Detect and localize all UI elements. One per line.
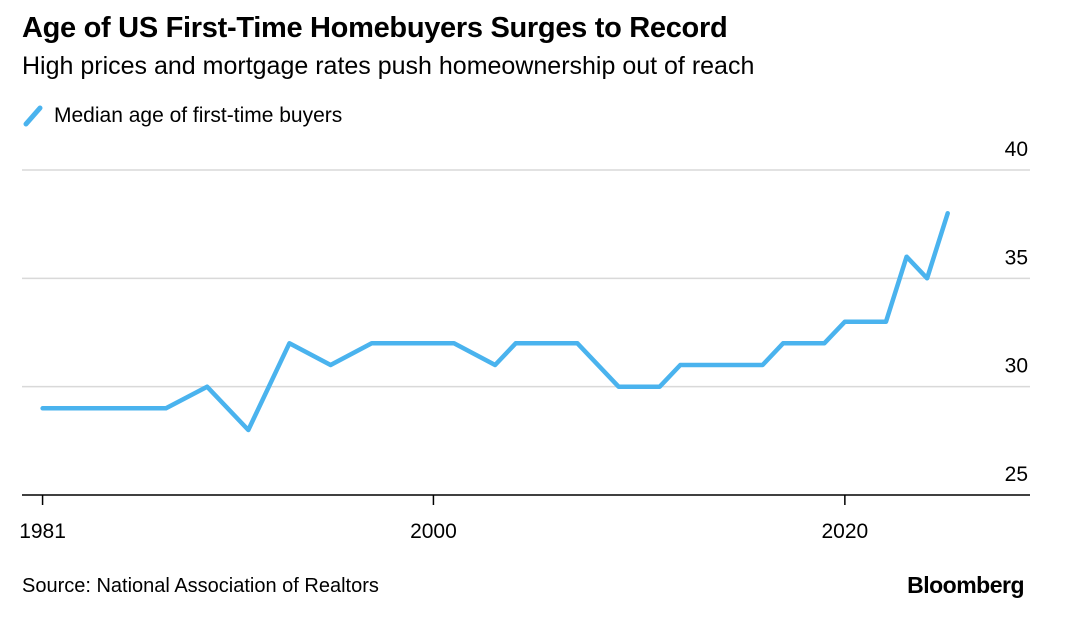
legend-label: Median age of first-time buyers [54,104,343,127]
gridlines [22,169,1030,388]
x-tick-label-2000: 2000 [410,520,457,543]
x-tick-labels: 1981 2000 2020 [19,520,868,543]
x-tick-label-2020: 2020 [821,520,868,543]
y-tick-label-25: 25 [1005,463,1028,486]
series [40,211,950,433]
legend-swatch-icon [23,105,43,127]
x-axis [22,494,1030,505]
chart-subtitle: High prices and mortgage rates push home… [22,52,755,80]
y-tick-label-40: 40 [1005,138,1028,161]
source-note: Source: National Association of Realtors [22,575,379,597]
y-tick-label-35: 35 [1005,246,1028,269]
legend: Median age of first-time buyers [22,104,342,128]
y-tick-labels: 25 30 35 40 [1005,138,1028,486]
bloomberg-logo: Bloomberg [907,572,1024,598]
x-tick-label-1981: 1981 [19,520,66,543]
series-line-0 [40,211,950,433]
y-tick-label-30: 30 [1005,355,1028,378]
chart-title: Age of US First-Time Homebuyers Surges t… [22,12,728,44]
